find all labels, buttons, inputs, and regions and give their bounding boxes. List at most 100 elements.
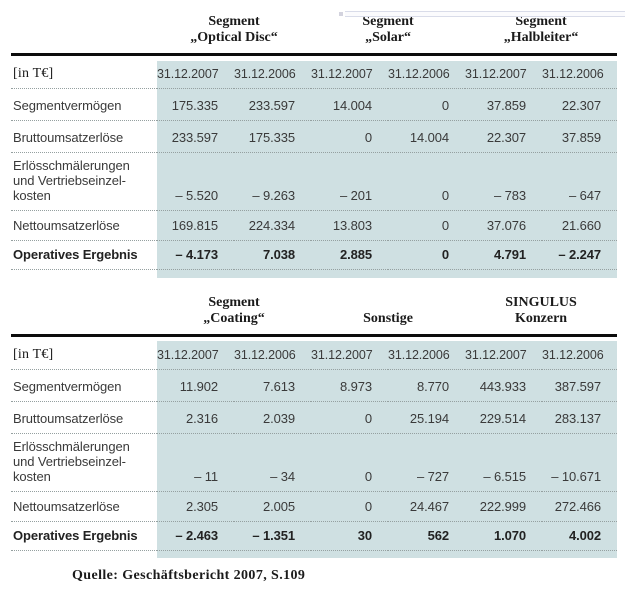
cell-value: 2.005 (234, 491, 312, 521)
group-header-coating: Segment „Coating“ (157, 290, 312, 337)
cell-value: – 647 (542, 152, 618, 211)
band-tail-row (11, 269, 618, 278)
group-header-sonstige: Sonstige (311, 290, 466, 337)
cell-value: 24.467 (388, 491, 466, 521)
cell-value: 222.999 (465, 491, 543, 521)
column-header-date: 31.12.2007 (157, 60, 234, 89)
row-label: Segmentvermögen (13, 98, 122, 113)
group-header-solar: Segment „Solar“ (311, 10, 466, 56)
group-header-halbleiter: Segment „Halbleiter“ (465, 10, 618, 56)
table-row-bruttoumsatzerloese: Bruttoumsatzerlöse 233.597 175.335 0 14.… (11, 120, 618, 153)
cell-value: 0 (388, 240, 466, 270)
cell-value: 7.038 (234, 240, 311, 270)
cell-value: – 10.671 (542, 433, 618, 491)
cell-value: – 6.515 (465, 433, 543, 491)
cell-value: 14.004 (388, 120, 466, 153)
cell-value: 2.305 (157, 491, 234, 521)
cell-value: 25.194 (388, 401, 466, 433)
group-header-optical-disc: Segment „Optical Disc“ (157, 10, 311, 56)
column-header-date: 31.12.2006 (542, 60, 618, 89)
cell-value: 0 (311, 120, 388, 153)
table-row-segmentvermoegen: Segmentvermögen 175.335 233.597 14.004 0… (11, 88, 618, 121)
cell-value: 4.002 (542, 521, 618, 550)
cell-value: 2.039 (234, 401, 312, 433)
table-row-bruttoumsatzerloese: Bruttoumsatzerlöse 2.316 2.039 0 25.194 … (11, 401, 618, 433)
cell-value: 233.597 (157, 120, 234, 153)
table-row-operatives-ergebnis: Operatives Ergebnis – 4.173 7.038 2.885 … (11, 240, 618, 270)
cell-value: 8.973 (311, 369, 389, 401)
cell-value: – 5.520 (157, 152, 234, 211)
column-header-date: 31.12.2006 (234, 341, 312, 369)
cell-value: 2.316 (157, 401, 234, 433)
segment-table-bottom: Segment „Coating“ Sonstige SINGULUS Konz… (11, 290, 618, 558)
cell-value: – 2.247 (542, 240, 618, 270)
column-header-date: 31.12.2007 (465, 341, 543, 369)
cell-value: 21.660 (542, 210, 618, 241)
cell-value: 387.597 (542, 369, 618, 401)
column-header-date: 31.12.2006 (234, 60, 311, 89)
group-header-row: Segment „Coating“ Sonstige SINGULUS Konz… (11, 290, 618, 337)
column-header-date: 31.12.2006 (388, 60, 466, 89)
cropped-ui-artifact-tick (339, 12, 343, 16)
cell-value: – 11 (157, 433, 234, 491)
cell-value: 224.334 (234, 210, 311, 241)
cell-value: 0 (311, 401, 389, 433)
table-row-erloesschmaelerungen: Erlösschmälerungen und Vertriebseinzel- … (11, 433, 618, 491)
group-header-spacer (11, 10, 157, 56)
cell-value: 11.902 (157, 369, 234, 401)
cell-value: 2.885 (311, 240, 388, 270)
column-header-date: 31.12.2007 (157, 341, 234, 369)
cell-value: – 1.351 (234, 521, 312, 550)
cell-value: 22.307 (542, 88, 618, 121)
cell-value: – 34 (234, 433, 312, 491)
row-label: Operatives Ergebnis (13, 247, 138, 262)
row-label: Nettoumsatzerlöse (13, 498, 120, 514)
cell-value: – 4.173 (157, 240, 234, 270)
group-header-spacer (11, 290, 157, 337)
cell-value: 283.137 (542, 401, 618, 433)
cell-value: 272.466 (542, 491, 618, 521)
cell-value: 14.004 (311, 88, 388, 121)
cell-value: 37.859 (542, 120, 618, 153)
cell-value: – 2.463 (157, 521, 234, 550)
cell-value: 13.803 (311, 210, 388, 241)
cell-value: 229.514 (465, 401, 543, 433)
cell-value: 0 (311, 491, 389, 521)
cell-value: 8.770 (388, 369, 466, 401)
cell-value: 562 (388, 521, 466, 550)
table-row-operatives-ergebnis: Operatives Ergebnis – 2.463 – 1.351 30 5… (11, 521, 618, 550)
source-citation: Quelle: Geschäftsbericht 2007, S.109 (72, 568, 306, 583)
cell-value: 37.076 (465, 210, 543, 241)
cell-value: 233.597 (234, 88, 311, 121)
cell-value: 0 (311, 433, 389, 491)
column-header-date: 31.12.2006 (388, 341, 466, 369)
table-row-erloesschmaelerungen: Erlösschmälerungen und Vertriebseinzel- … (11, 152, 618, 211)
unit-label: [in T€] (13, 66, 54, 81)
column-header-row: [in T€] 31.12.2007 31.12.2006 31.12.2007… (11, 341, 618, 369)
row-label: Segmentvermögen (13, 378, 122, 394)
cell-value: 7.613 (234, 369, 312, 401)
cell-value: 22.307 (465, 120, 543, 153)
cell-value: 0 (388, 88, 466, 121)
cell-value: 0 (388, 210, 466, 241)
table-row-nettoumsatzerloese: Nettoumsatzerlöse 169.815 224.334 13.803… (11, 210, 618, 241)
cell-value: 169.815 (157, 210, 234, 241)
cell-value: 1.070 (465, 521, 543, 550)
cell-value: 30 (311, 521, 389, 550)
table-row-nettoumsatzerloese: Nettoumsatzerlöse 2.305 2.005 0 24.467 2… (11, 491, 618, 521)
cropped-ui-artifact (345, 11, 625, 17)
cell-value: 0 (388, 152, 466, 211)
row-label: Erlösschmälerungen und Vertriebseinzel- … (13, 158, 130, 203)
column-header-date: 31.12.2006 (542, 341, 618, 369)
row-label: Bruttoumsatzerlöse (13, 410, 124, 426)
segment-table-top: Segment „Optical Disc“ Segment „Solar“ S… (11, 10, 618, 278)
column-header-date: 31.12.2007 (311, 341, 389, 369)
row-label: Erlösschmälerungen und Vertriebseinzel- … (13, 438, 130, 484)
row-label: Operatives Ergebnis (13, 527, 138, 543)
column-header-date: 31.12.2007 (311, 60, 388, 89)
cell-value: – 727 (388, 433, 466, 491)
row-label: Nettoumsatzerlöse (13, 218, 120, 233)
band-tail-row (11, 550, 618, 558)
cell-value: 175.335 (157, 88, 234, 121)
cell-value: 443.933 (465, 369, 543, 401)
